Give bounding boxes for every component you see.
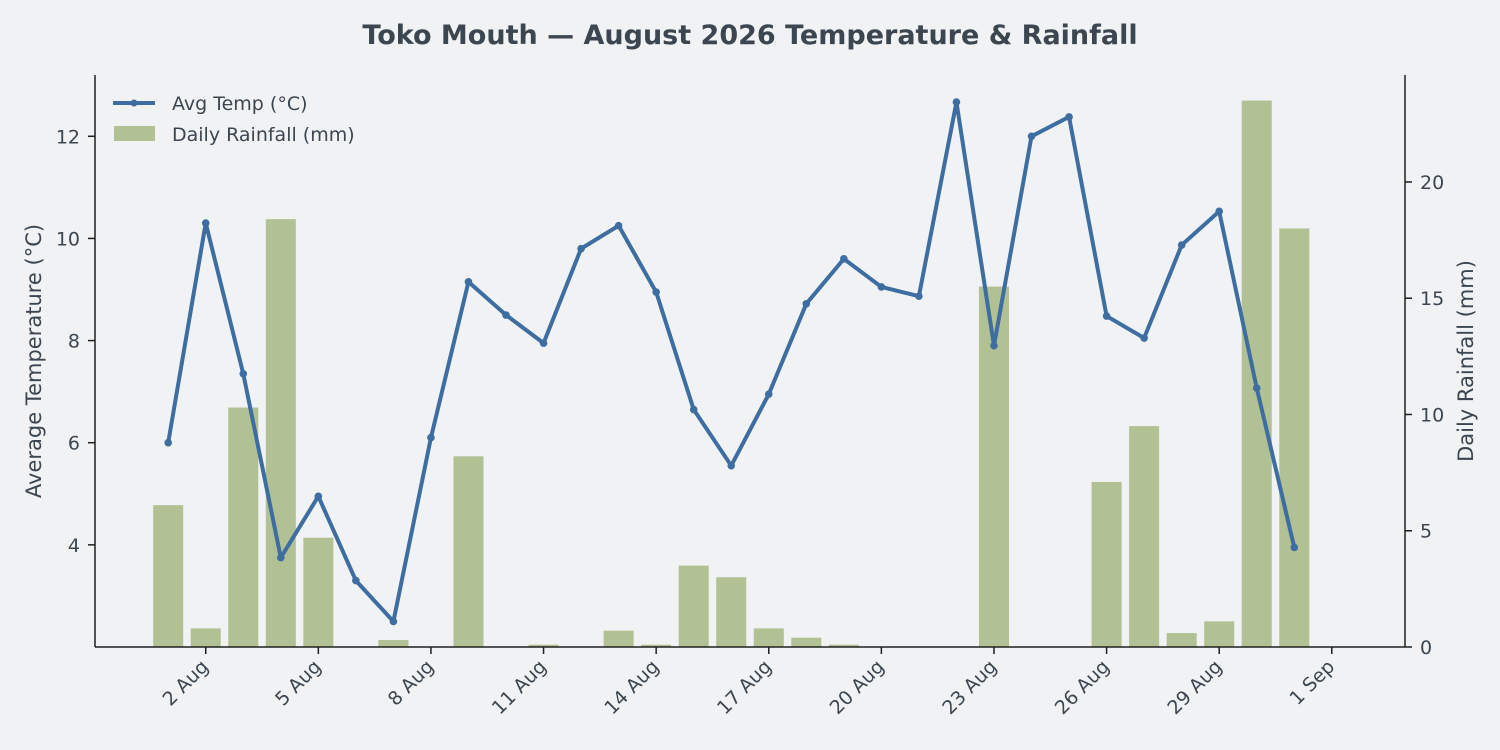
left-axis-tick-label: 12 bbox=[56, 126, 80, 148]
right-axis-tick-label: 20 bbox=[1420, 172, 1444, 194]
temperature-point bbox=[1027, 132, 1036, 141]
temperature-point bbox=[952, 98, 961, 106]
right-axis-tick-label: 0 bbox=[1420, 637, 1432, 659]
rainfall-bars bbox=[153, 100, 1310, 647]
temperature-point bbox=[727, 461, 736, 470]
rainfall-bar bbox=[265, 219, 296, 647]
x-axis-tick-label: 17 Aug bbox=[713, 656, 776, 719]
x-axis-tick-label: 8 Aug bbox=[384, 656, 439, 711]
x-axis-tick-label: 14 Aug bbox=[600, 656, 663, 719]
x-axis-tick-label: 26 Aug bbox=[1051, 656, 1114, 719]
rainfall-bar bbox=[678, 565, 709, 647]
legend-temp-label: Avg Temp (°C) bbox=[172, 93, 308, 115]
x-axis-tick-label: 23 Aug bbox=[938, 656, 1001, 719]
legend-temp-marker bbox=[130, 99, 138, 107]
right-axis-label: Daily Rainfall (mm) bbox=[1454, 260, 1478, 462]
x-axis-tick-label: 29 Aug bbox=[1163, 656, 1226, 719]
temperature-point bbox=[614, 221, 623, 230]
rainfall-bar bbox=[153, 505, 184, 647]
x-axis-tick-label: 1 Sep bbox=[1285, 656, 1339, 710]
rainfall-bar bbox=[828, 644, 859, 647]
x-axis-tick-label: 5 Aug bbox=[271, 656, 326, 711]
temperature-point bbox=[802, 300, 811, 308]
temperature-point bbox=[314, 492, 323, 501]
temperature-point bbox=[277, 553, 285, 562]
rainfall-bar bbox=[1166, 633, 1197, 647]
rainfall-bar bbox=[603, 630, 634, 647]
temperature-point bbox=[990, 341, 998, 350]
rainfall-bar bbox=[528, 644, 559, 647]
rainfall-bar bbox=[753, 628, 784, 647]
right-axis-tick-label: 15 bbox=[1420, 288, 1444, 310]
temperature-point bbox=[1215, 207, 1223, 216]
rainfall-bar bbox=[1204, 621, 1235, 647]
legend-rain-swatch bbox=[114, 126, 155, 141]
x-axis-tick-label: 20 Aug bbox=[826, 656, 889, 719]
axis-ticks: 4 6 8 10 12 0 5 10 15 20 2 Aug 5 Aug 8 Aug 11 Aug 14 A… bbox=[56, 126, 1444, 719]
right-axis-tick-label: 10 bbox=[1420, 404, 1444, 426]
rainfall-bar bbox=[1091, 481, 1122, 647]
temperature-point bbox=[764, 390, 773, 399]
temperature-point bbox=[1140, 334, 1148, 342]
rainfall-bar bbox=[228, 407, 259, 647]
right-axis-tick-label: 5 bbox=[1420, 521, 1432, 543]
temperature-point bbox=[915, 292, 923, 300]
chart-title: Toko Mouth — August 2026 Temperature & R… bbox=[362, 20, 1137, 51]
left-axis-tick-label: 10 bbox=[56, 228, 80, 250]
temperature-point bbox=[877, 283, 886, 291]
temperature-point bbox=[652, 288, 660, 296]
temperature-point bbox=[352, 576, 360, 585]
left-axis-tick-label: 4 bbox=[68, 535, 80, 557]
temperature-point bbox=[1102, 312, 1111, 320]
left-axis-tick-label: 6 bbox=[68, 433, 80, 455]
temperature-point bbox=[577, 244, 585, 253]
temperature-point bbox=[201, 219, 210, 227]
temperature-line-layer bbox=[164, 98, 1299, 626]
rainfall-bar bbox=[190, 628, 221, 647]
rainfall-bar bbox=[716, 577, 747, 647]
temperature-point bbox=[1252, 384, 1261, 392]
legend: Avg Temp (°C) Daily Rainfall (mm) bbox=[113, 93, 355, 146]
temperature-point bbox=[464, 278, 473, 286]
rainfall-bar bbox=[1241, 100, 1272, 647]
temperature-point bbox=[689, 405, 698, 414]
rainfall-bar bbox=[303, 537, 334, 647]
temperature-line bbox=[166, 100, 1297, 624]
axes bbox=[94, 75, 1406, 648]
temperature-point bbox=[427, 433, 435, 442]
x-axis-tick-label: 2 Aug bbox=[158, 656, 213, 711]
temperature-point bbox=[164, 438, 172, 447]
rainfall-bar bbox=[378, 640, 409, 647]
rainfall-bar bbox=[641, 644, 672, 647]
temperature-point bbox=[539, 339, 548, 347]
temperature-point bbox=[1065, 113, 1073, 121]
left-axis-tick-label: 8 bbox=[68, 331, 80, 353]
rainfall-bar bbox=[1279, 228, 1310, 647]
temperature-point bbox=[389, 617, 398, 626]
temperature-point bbox=[1290, 543, 1299, 552]
rainfall-bar bbox=[1129, 426, 1160, 647]
x-axis-tick-label: 11 Aug bbox=[488, 656, 551, 719]
temperature-point bbox=[239, 369, 248, 378]
temperature-point bbox=[840, 255, 848, 263]
legend-rain-label: Daily Rainfall (mm) bbox=[172, 124, 355, 146]
rainfall-bar bbox=[453, 456, 484, 647]
left-axis-label: Average Temperature (°C) bbox=[22, 224, 46, 498]
rainfall-bar bbox=[791, 637, 822, 647]
temperature-point bbox=[502, 311, 510, 319]
temperature-point bbox=[1177, 241, 1186, 249]
